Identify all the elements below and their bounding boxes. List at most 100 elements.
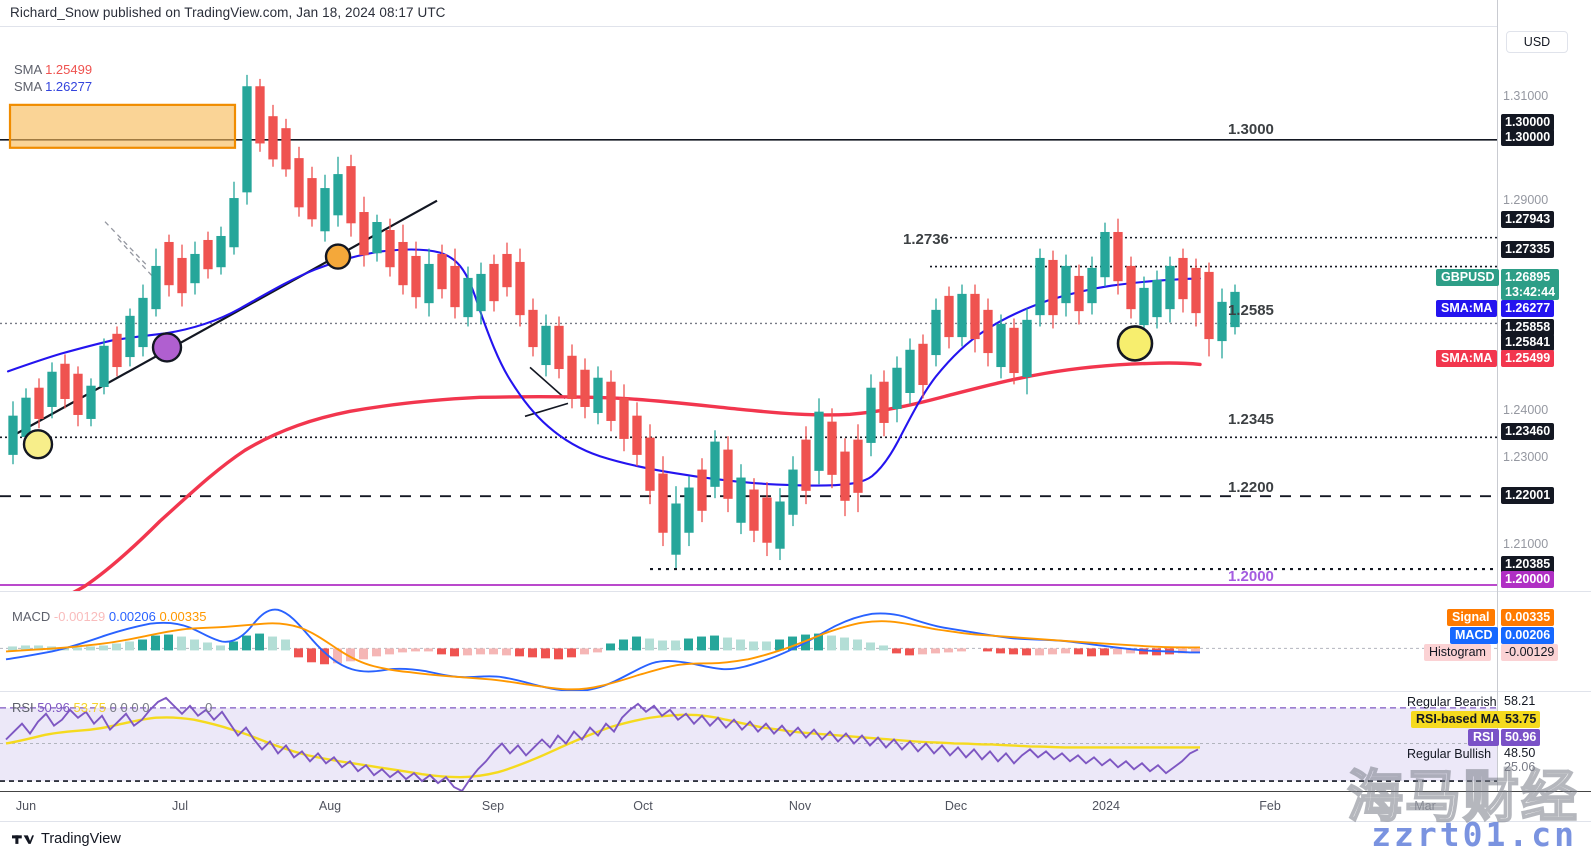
candle	[242, 74, 252, 205]
candle	[554, 316, 564, 379]
candle	[411, 241, 421, 309]
candle	[216, 226, 226, 275]
sma-slow-tag: SMA:MA	[1436, 350, 1498, 367]
candle	[99, 338, 109, 395]
rsi-ma-badge: 53.75	[1501, 711, 1541, 728]
rsi-extra-value: 25.06	[1504, 760, 1536, 774]
candle	[151, 248, 161, 317]
candle	[125, 308, 135, 367]
axis-divider	[0, 821, 1591, 822]
candle	[619, 384, 629, 452]
candle	[437, 244, 447, 299]
axis-tick: 1.31000	[1503, 89, 1549, 103]
last-price-time: 13:42:44	[1505, 285, 1556, 299]
axis-price-label: 1.25841	[1501, 334, 1555, 351]
candle	[1178, 248, 1188, 313]
candle	[177, 244, 187, 307]
candle	[294, 146, 304, 217]
candle	[749, 478, 759, 543]
pennant-line-b	[117, 238, 161, 285]
rsi-band	[0, 707, 1497, 782]
rsi-badge: 50.96	[1501, 729, 1541, 746]
candle	[918, 334, 928, 399]
sma-fast-tag: SMA:MA	[1436, 300, 1498, 317]
candle	[346, 154, 356, 237]
candle	[606, 370, 616, 432]
annotation-1-2000: 1.2000	[1228, 568, 1274, 585]
candle	[528, 298, 538, 357]
candle	[996, 314, 1006, 379]
candle	[1126, 256, 1136, 319]
candle	[931, 298, 941, 367]
candle	[47, 362, 57, 419]
candle	[385, 218, 395, 277]
candle	[632, 402, 642, 467]
time-tick: Jun	[15, 799, 37, 813]
rsi-pane[interactable]: RSI 50.96 53.75 0 0 0 0 0	[0, 691, 1497, 791]
candle	[1087, 256, 1097, 315]
last-price-value: 1.26895	[1505, 270, 1551, 284]
candle	[593, 366, 603, 425]
rsi-regular-bullish-tag: Regular Bullish	[1407, 747, 1492, 761]
macd-signal-line	[5, 620, 1200, 691]
symbol-tag: GBPUSD	[1436, 269, 1500, 286]
rsi-plot	[0, 696, 1497, 791]
candle	[255, 78, 265, 152]
macd-histogram-tag: Histogram	[1424, 644, 1491, 661]
candle	[827, 408, 837, 489]
rsi-regular-bearish-tag: Regular Bearish	[1407, 695, 1497, 709]
tradingview-brand-label: TradingView	[41, 830, 121, 847]
price-scale[interactable]: USD 1.31000 1.29000 1.24000 1.23000 1.21…	[1497, 0, 1591, 812]
candle	[1191, 258, 1201, 327]
candle	[515, 248, 525, 327]
candle	[372, 214, 382, 262]
sma-slow-line	[72, 361, 1202, 591]
time-scale[interactable]: Jun Jul Aug Sep Oct Nov Dec 2024 Feb Mar	[0, 791, 1591, 821]
candle	[73, 366, 83, 427]
axis-price-label: 1.30000	[1501, 114, 1555, 131]
candle	[112, 326, 122, 377]
macd-hist-badge: -0.00129	[1501, 644, 1559, 661]
rsi-ma-line	[5, 713, 1200, 779]
candle	[1217, 288, 1227, 359]
candle	[1204, 262, 1214, 357]
macd-pane[interactable]: MACD -0.00129 0.00206 0.00335	[0, 591, 1497, 691]
candle	[684, 476, 694, 547]
sma-slow-badge: 1.25499	[1501, 350, 1555, 367]
currency-badge[interactable]: USD	[1506, 31, 1568, 53]
candle	[905, 338, 915, 405]
candle	[762, 482, 772, 557]
candle	[138, 284, 148, 357]
candle	[853, 424, 863, 513]
time-tick: Dec	[944, 799, 968, 813]
axis-price-label: 1.27335	[1501, 241, 1555, 258]
candle	[801, 426, 811, 505]
candle	[476, 262, 486, 325]
candle	[190, 241, 200, 295]
candle	[658, 456, 668, 547]
macd-line-tag: MACD	[1450, 627, 1498, 644]
candle	[463, 266, 473, 327]
flag-line-upper	[529, 366, 566, 399]
annotation-1-2345: 1.2345	[1228, 411, 1274, 428]
supply-zone-box	[8, 103, 237, 149]
time-tick: 2024	[1092, 799, 1120, 813]
golden-cross-marker	[1116, 325, 1154, 362]
axis-tick: 1.24000	[1503, 403, 1549, 417]
candle	[671, 486, 681, 569]
candle	[1061, 254, 1071, 317]
crossover-marker-jun	[22, 429, 54, 460]
axis-price-label: 1.20000	[1501, 571, 1555, 588]
price-pane[interactable]: SMA 1.25499 SMA 1.26277	[0, 26, 1497, 591]
candle	[307, 166, 317, 227]
candle	[983, 298, 993, 367]
candle	[840, 438, 850, 517]
candle	[86, 378, 96, 427]
rsi-bullish-value: 48.50	[1504, 746, 1536, 760]
bearish-cross-marker	[151, 332, 183, 363]
annotation-1-3000: 1.3000	[1228, 121, 1274, 138]
axis-price-label: 1.30000	[1501, 129, 1555, 146]
time-tick: Nov	[788, 799, 812, 813]
axis-price-label: 1.20385	[1501, 556, 1555, 573]
candle	[164, 234, 174, 297]
